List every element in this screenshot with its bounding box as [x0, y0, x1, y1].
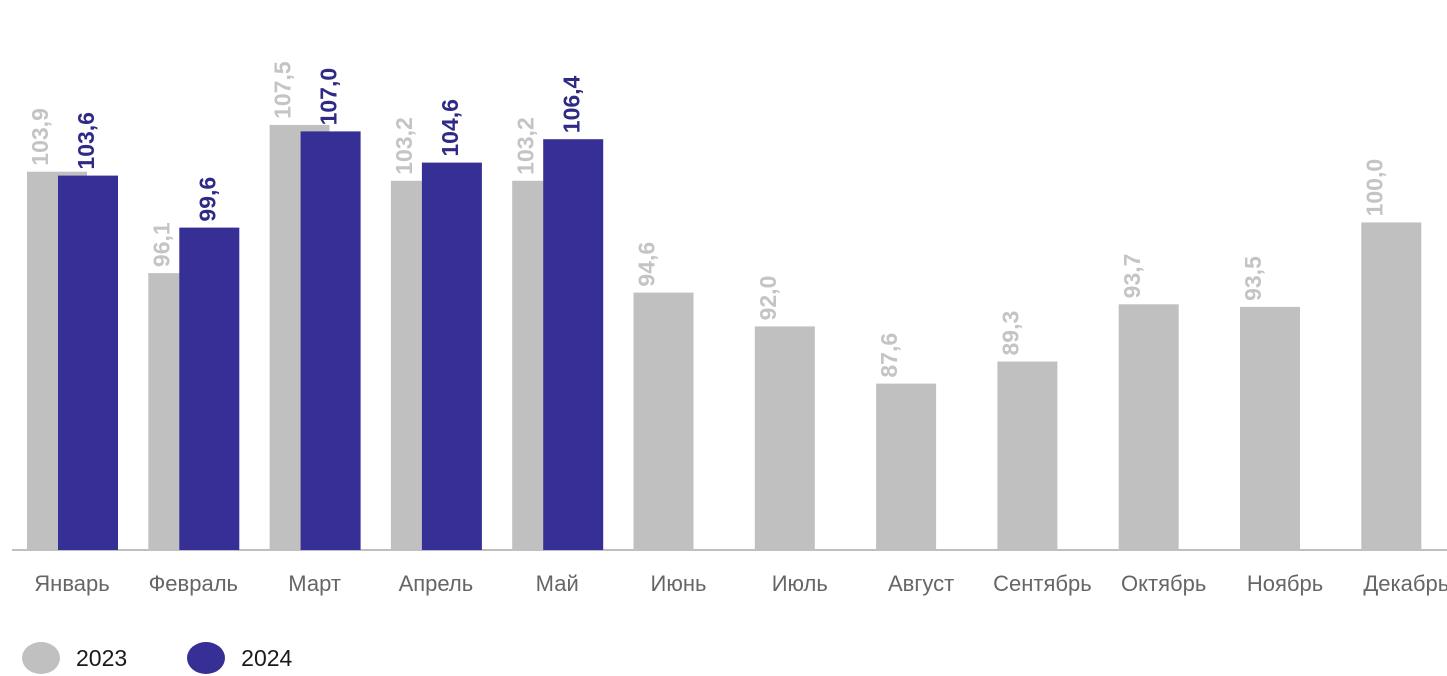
legend-item-2024: 2024 [187, 642, 292, 674]
bar-2023-9 [997, 361, 1058, 550]
bar-2023-10 [1118, 304, 1179, 550]
bar-2023-7 [754, 326, 815, 550]
legend: 2023 2024 [22, 640, 352, 676]
legend-swatch-2023 [22, 642, 60, 674]
data-label-2023-7: 92,0 [755, 276, 781, 321]
data-label-2024-5: 106,4 [558, 75, 584, 133]
bar-2023-8 [876, 383, 937, 550]
bar-2024-3 [300, 131, 361, 550]
data-label-2024-3: 107,0 [316, 68, 342, 126]
data-label-2023-1: 103,9 [27, 108, 53, 166]
x-tick-label-9: Сентябрь [993, 571, 1092, 596]
bar-2024-4 [421, 162, 482, 550]
data-label-2024-1: 103,6 [73, 112, 99, 170]
data-label-2023-6: 94,6 [634, 242, 660, 287]
data-label-2023-3: 107,5 [270, 61, 296, 119]
x-tick-label-5: Май [536, 571, 579, 596]
x-tick-label-12: Декабрь [1363, 571, 1447, 596]
data-label-2023-8: 87,6 [876, 333, 902, 378]
x-tick-label-11: Ноябрь [1247, 571, 1323, 596]
data-label-2024-2: 99,6 [194, 177, 220, 222]
x-tick-label-4: Апрель [399, 571, 474, 596]
bar-2024-1 [58, 175, 118, 550]
x-tick-label-1: Январь [34, 571, 109, 596]
x-tick-label-2: Февраль [149, 571, 238, 596]
data-label-2023-10: 93,7 [1119, 254, 1145, 299]
x-tick-label-6: Июнь [651, 571, 707, 596]
data-label-2023-2: 96,1 [148, 222, 174, 267]
data-label-2023-12: 100,0 [1361, 159, 1387, 217]
bar-2024-5 [543, 139, 604, 550]
data-label-2023-4: 103,2 [391, 117, 417, 175]
bar-2024-2 [179, 227, 240, 550]
legend-label-2024: 2024 [241, 644, 293, 671]
bar-2023-11 [1240, 306, 1300, 550]
legend-label-2023: 2023 [76, 644, 128, 671]
legend-item-2023: 2023 [22, 642, 127, 674]
data-label-2023-5: 103,2 [512, 117, 538, 175]
data-label-2024-4: 104,6 [437, 99, 463, 157]
bar-2023-12 [1361, 222, 1422, 550]
x-tick-label-3: Март [288, 571, 341, 596]
x-tick-label-10: Октябрь [1121, 571, 1206, 596]
data-label-2023-9: 89,3 [997, 311, 1023, 356]
x-tick-label-8: Август [888, 571, 954, 596]
data-label-2023-11: 93,5 [1240, 256, 1266, 301]
x-tick-label-7: Июль [772, 571, 828, 596]
bar-2023-6 [633, 292, 694, 550]
legend-swatch-2024 [187, 642, 226, 674]
